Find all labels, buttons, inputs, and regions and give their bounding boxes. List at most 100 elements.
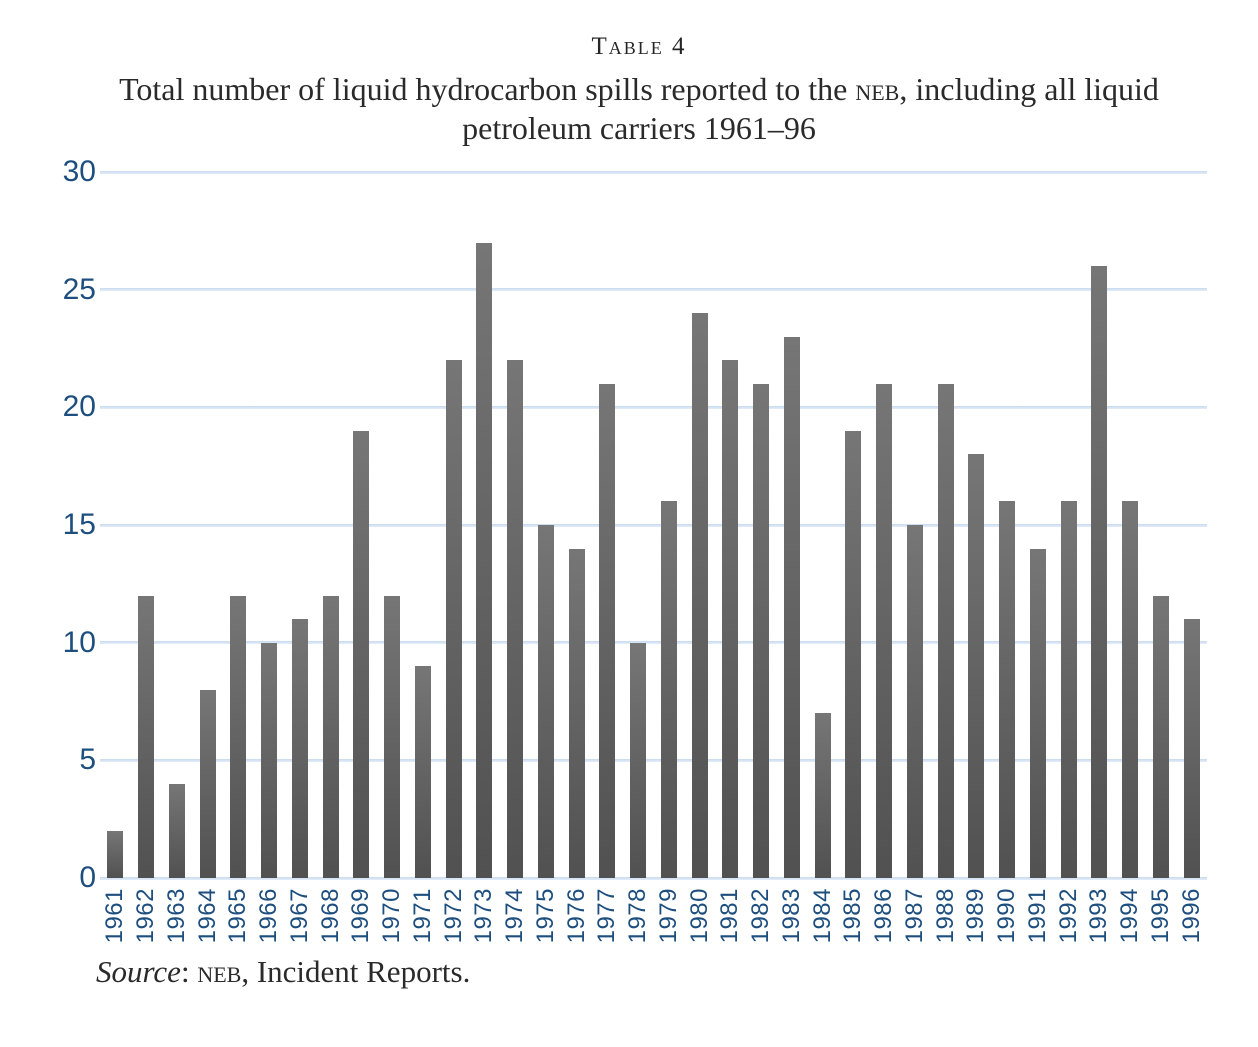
gridline-0	[100, 876, 1207, 880]
x-label-1973: 1973	[470, 888, 498, 944]
bar-slot-1981	[715, 172, 746, 878]
x-slot-1975: 1975	[531, 884, 562, 964]
y-tick-label-0: 0	[79, 861, 96, 894]
bar-slot-1968	[315, 172, 346, 878]
bar-slot-1970	[377, 172, 408, 878]
x-slot-1985: 1985	[838, 884, 869, 964]
table-number-label: Table 4	[591, 33, 687, 60]
x-slot-1991: 1991	[1023, 884, 1054, 964]
bar-slot-1974	[500, 172, 531, 878]
x-slot-1972: 1972	[438, 884, 469, 964]
bar-1972	[445, 360, 462, 878]
bar-1977	[599, 383, 616, 878]
bar-slot-1982	[746, 172, 777, 878]
bar-1961	[107, 830, 124, 878]
bar-slot-1988	[930, 172, 961, 878]
x-label-1971: 1971	[408, 888, 436, 944]
bar-slot-1989	[961, 172, 992, 878]
x-slot-1961: 1961	[100, 884, 131, 964]
bar-slot-1965	[223, 172, 254, 878]
y-tick-label-15: 15	[62, 508, 96, 541]
bar-slot-1990	[992, 172, 1023, 878]
x-slot-1969: 1969	[346, 884, 377, 964]
bar-1992	[1060, 501, 1077, 878]
bar-slot-1996	[1176, 172, 1207, 878]
x-label-1982: 1982	[747, 888, 775, 944]
x-label-1981: 1981	[716, 888, 744, 944]
bar-slot-1993	[1084, 172, 1115, 878]
bar-slot-1994	[1115, 172, 1146, 878]
x-slot-1966: 1966	[254, 884, 285, 964]
x-slot-1989: 1989	[961, 884, 992, 964]
x-label-1969: 1969	[347, 888, 375, 944]
gridline-5	[100, 758, 1207, 762]
chart-header: Table 4 Total number of liquid hydrocarb…	[0, 32, 1258, 148]
bar-slot-1984	[807, 172, 838, 878]
bar-1964	[199, 689, 216, 878]
x-slot-1988: 1988	[930, 884, 961, 964]
x-label-1961: 1961	[101, 888, 129, 944]
bar-slot-1969	[346, 172, 377, 878]
x-slot-1968: 1968	[315, 884, 346, 964]
bar-1979	[660, 501, 677, 878]
x-slot-1984: 1984	[807, 884, 838, 964]
bar-slot-1985	[838, 172, 869, 878]
gridline-30	[100, 170, 1207, 174]
x-label-1989: 1989	[962, 888, 990, 944]
x-slot-1996: 1996	[1176, 884, 1207, 964]
x-label-1965: 1965	[224, 888, 252, 944]
bar-1983	[783, 336, 800, 878]
x-slot-1973: 1973	[469, 884, 500, 964]
bar-slot-1983	[777, 172, 808, 878]
chart-title: Total number of liquid hydrocarbon spill…	[20, 70, 1258, 148]
bar-1988	[937, 383, 954, 878]
x-slot-1987: 1987	[900, 884, 931, 964]
bar-1987	[906, 525, 923, 878]
x-slot-1978: 1978	[623, 884, 654, 964]
bar-1973	[476, 242, 493, 878]
bar-1982	[753, 383, 770, 878]
x-slot-1995: 1995	[1146, 884, 1177, 964]
y-tick-label-10: 10	[62, 625, 96, 659]
bar-slot-1995	[1146, 172, 1177, 878]
bar-slot-1978	[623, 172, 654, 878]
bar-1962	[138, 595, 155, 878]
chart-title-line2: petroleum carriers 1961–96	[462, 110, 816, 146]
bar-slot-1980	[684, 172, 715, 878]
source-neb-smallcaps: neb	[197, 954, 242, 989]
x-label-1995: 1995	[1146, 888, 1174, 944]
bar-slot-1991	[1023, 172, 1054, 878]
x-slot-1980: 1980	[684, 884, 715, 964]
bar-slot-1972	[438, 172, 469, 878]
y-tick-label-30: 30	[62, 155, 96, 188]
y-tick-label-20: 20	[62, 390, 96, 424]
bar-slot-1986	[869, 172, 900, 878]
x-label-1996: 1996	[1177, 888, 1205, 944]
y-tick-label-25: 25	[62, 272, 96, 306]
bar-slot-1961	[100, 172, 131, 878]
x-label-1967: 1967	[285, 888, 313, 944]
gridline-20	[100, 405, 1207, 409]
bar-1966	[261, 642, 278, 878]
bar-1994	[1122, 501, 1139, 878]
x-label-1968: 1968	[316, 888, 344, 944]
bar-slot-1973	[469, 172, 500, 878]
bar-slot-1979	[654, 172, 685, 878]
bar-1970	[384, 595, 401, 878]
source-note: Source: neb, Incident Reports.	[96, 954, 470, 990]
x-label-1970: 1970	[378, 888, 406, 944]
x-slot-1981: 1981	[715, 884, 746, 964]
bar-slot-1964	[192, 172, 223, 878]
x-label-1966: 1966	[255, 888, 283, 944]
x-slot-1967: 1967	[285, 884, 316, 964]
x-label-1990: 1990	[993, 888, 1021, 944]
bar-slot-1967	[285, 172, 316, 878]
x-slot-1962: 1962	[131, 884, 162, 964]
gridline-15	[100, 523, 1207, 527]
bar-1978	[630, 642, 647, 878]
bar-1995	[1152, 595, 1169, 878]
bar-series	[100, 172, 1207, 878]
x-label-1974: 1974	[501, 888, 529, 944]
x-label-1964: 1964	[193, 888, 221, 944]
